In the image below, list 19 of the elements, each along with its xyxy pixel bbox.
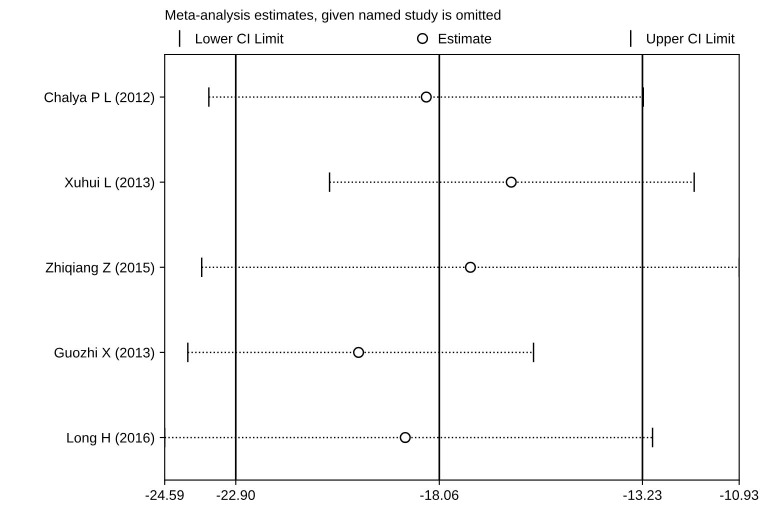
x-tick-label: -10.93 bbox=[720, 490, 758, 500]
point bbox=[506, 176, 517, 188]
point bbox=[420, 91, 432, 103]
y-tick-label: Zhiqiang Z (2015) bbox=[46, 262, 154, 276]
y-tick-label: Xuhui L (2013) bbox=[64, 177, 154, 190]
x-tick-label: -18.06 bbox=[420, 490, 458, 500]
y-tick-label: Chalya P L (2012) bbox=[44, 92, 154, 105]
point bbox=[464, 262, 476, 273]
x-tick-label: -22.90 bbox=[216, 490, 255, 500]
y-tick-label: Guozhi X (2013) bbox=[54, 347, 154, 360]
point bbox=[353, 346, 364, 358]
text: Lower CI Limit bbox=[196, 33, 284, 44]
legend-label: Estimate bbox=[438, 33, 492, 44]
y-tick-label: Long H (2016) bbox=[67, 432, 154, 446]
chart-title: Meta-analysis estimates, given named study is omitted bbox=[166, 10, 500, 23]
x-tick-label: -13.23 bbox=[623, 490, 662, 500]
text: Upper CI Limit bbox=[647, 33, 735, 46]
point bbox=[400, 432, 411, 444]
x-tick-label: -24.59 bbox=[146, 490, 184, 500]
